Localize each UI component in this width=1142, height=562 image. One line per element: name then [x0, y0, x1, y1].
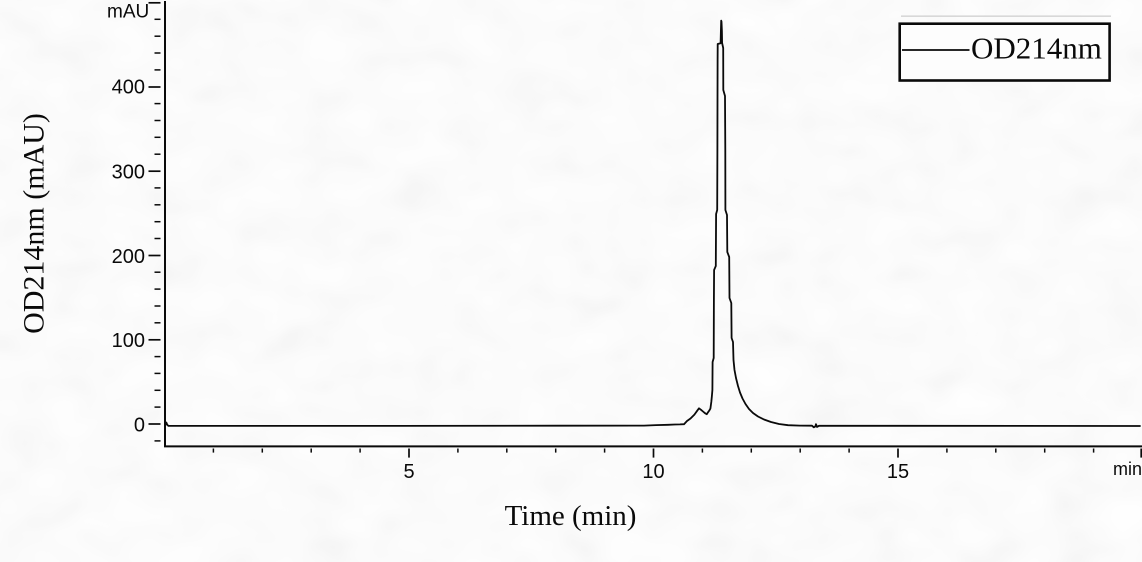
svg-text:mAU: mAU	[107, 2, 149, 23]
svg-text:15: 15	[887, 461, 909, 483]
svg-text:min: min	[1113, 459, 1142, 479]
svg-text:0: 0	[134, 414, 145, 436]
svg-text:5: 5	[403, 461, 414, 483]
svg-text:10: 10	[642, 461, 664, 483]
svg-text:200: 200	[112, 246, 145, 268]
svg-text:400: 400	[112, 76, 145, 98]
svg-text:100: 100	[112, 330, 145, 352]
svg-text:OD214nm: OD214nm	[971, 31, 1102, 66]
svg-text:OD214nm (mAU): OD214nm (mAU)	[18, 113, 51, 334]
svg-text:300: 300	[112, 162, 145, 184]
svg-text:Time (min): Time (min)	[505, 500, 637, 532]
